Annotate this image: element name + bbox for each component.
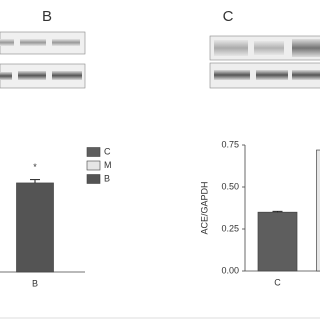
legend-swatch bbox=[86, 174, 101, 184]
bar bbox=[16, 182, 54, 273]
y-tick-label: 0.25 bbox=[221, 223, 239, 233]
y-axis-label: ACE/GAPDH bbox=[199, 181, 209, 234]
y-tick-label: 0.00 bbox=[221, 265, 239, 275]
legend-swatch bbox=[86, 160, 101, 171]
significance-mark: * bbox=[33, 162, 37, 172]
legend-label: C bbox=[104, 146, 111, 156]
y-tick-label: 0.75 bbox=[221, 139, 239, 149]
x-tick-label: B bbox=[32, 278, 38, 288]
x-tick-label: C bbox=[274, 277, 281, 287]
panel-label: B bbox=[42, 8, 52, 25]
legend-label: B bbox=[104, 173, 110, 183]
western-blot bbox=[209, 35, 320, 89]
bar bbox=[257, 211, 298, 272]
legend-swatch bbox=[86, 147, 101, 157]
y-tick-label: 0.50 bbox=[221, 181, 239, 191]
bar bbox=[316, 149, 320, 272]
western-blot bbox=[0, 31, 86, 89]
legend-label: M bbox=[104, 160, 112, 170]
panel-label: C bbox=[223, 8, 234, 25]
